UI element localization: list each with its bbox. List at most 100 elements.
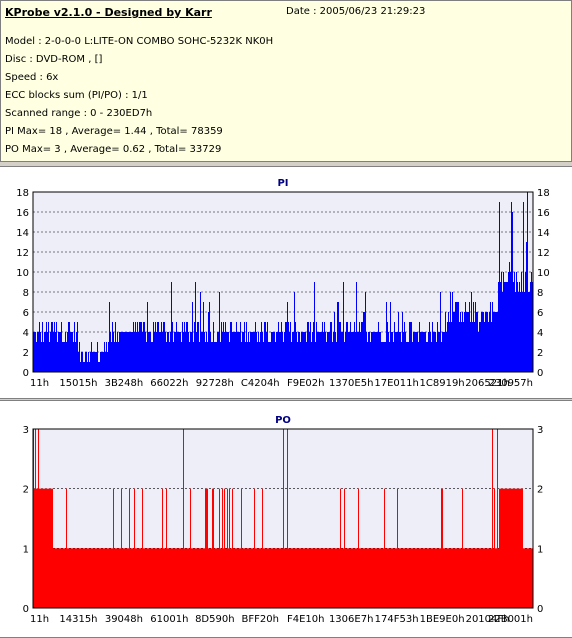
pi-bar (180, 332, 181, 372)
pi-bar (132, 332, 133, 372)
pi-bar (61, 322, 62, 372)
model-line: Model : 2-0-0-0 L:LITE-ON COMBO SOHC-523… (5, 36, 274, 47)
pi-bar (239, 332, 240, 372)
pi-bar (149, 332, 150, 372)
pi-xtick-label: 92728h (196, 378, 234, 389)
pi-bar (425, 332, 426, 372)
po-ytick-left: 0 (23, 604, 29, 615)
po-bar (35, 429, 36, 608)
pi-bar (492, 302, 493, 372)
po-xtick-label: 22B001h (488, 614, 533, 625)
po-bar (291, 548, 292, 608)
pi-xtick-label: F9E02h (287, 378, 325, 389)
pi-bar (168, 332, 169, 372)
po-bar (391, 548, 392, 608)
pi-bar (48, 322, 49, 372)
po-bar (34, 488, 35, 608)
pi-bar (215, 342, 216, 372)
pi-bar (178, 332, 179, 372)
po-bar (183, 429, 184, 608)
pi-bar (128, 332, 129, 372)
pi-bar (112, 322, 113, 372)
pi-bar (414, 332, 415, 372)
po-bar (40, 488, 41, 608)
po-bar (440, 548, 441, 608)
pi-bar (267, 322, 268, 372)
pi-xtick-label: 15015h (59, 378, 97, 389)
po-bar (432, 548, 433, 608)
pi-bar (144, 322, 145, 372)
pi-bar (157, 322, 158, 372)
po-bar (452, 548, 453, 608)
po-bar (403, 548, 404, 608)
pi-bar (438, 332, 439, 372)
pi-bar (436, 342, 437, 372)
pi-bar (283, 342, 284, 372)
pi-bar (482, 312, 483, 372)
pi-bar (381, 342, 382, 372)
pi-bar (197, 322, 198, 372)
pi-bar (105, 352, 106, 372)
po-bar (311, 548, 312, 608)
po-bar (164, 548, 165, 608)
po-bar (199, 548, 200, 608)
po-bar (446, 548, 447, 608)
pi-bar (379, 332, 380, 372)
po-bar (193, 548, 194, 608)
pi-bar (487, 312, 488, 372)
pi-bar (86, 352, 87, 372)
pi-ytick-left: 18 (16, 188, 29, 199)
po-bar (489, 548, 490, 608)
pi-bar (389, 342, 390, 372)
pi-bar (182, 322, 183, 372)
pi-bar (403, 332, 404, 372)
pi-bar (129, 332, 130, 372)
pi-bar (332, 342, 333, 372)
pi-bar (160, 332, 161, 372)
po-bar (315, 548, 316, 608)
pi-bar (152, 342, 153, 372)
pi-bar (437, 322, 438, 372)
pi-bar (226, 332, 227, 372)
po-bar (338, 548, 339, 608)
po-bar (115, 548, 116, 608)
pi-bar (205, 342, 206, 372)
pi-bar (395, 332, 396, 372)
pi-bar (328, 332, 329, 372)
po-bar (152, 548, 153, 608)
po-bar (198, 548, 199, 608)
pi-bar (111, 342, 112, 372)
po-bar (419, 548, 420, 608)
pi-bar (184, 322, 185, 372)
po-bar (345, 548, 346, 608)
po-bar (70, 548, 71, 608)
po-bar (169, 548, 170, 608)
pi-bar (107, 352, 108, 372)
po-bar (375, 548, 376, 608)
po-bar (449, 548, 450, 608)
po-bar (453, 548, 454, 608)
po-bar (142, 488, 143, 608)
po-ytick-left: 3 (23, 425, 29, 436)
po-bar (317, 548, 318, 608)
po-bar (121, 488, 122, 608)
po-summary-line: PO Max= 3 , Average= 0.62 , Total= 33729 (5, 144, 222, 155)
pi-bar (511, 202, 512, 372)
pi-bar (97, 342, 98, 372)
pi-bar (496, 312, 497, 372)
po-bar (426, 548, 427, 608)
pi-bar (471, 292, 472, 372)
po-bar (191, 548, 192, 608)
pi-bar (227, 332, 228, 372)
pi-bar (303, 332, 304, 372)
po-bar (434, 548, 435, 608)
pi-bar (473, 302, 474, 372)
pi-bar (139, 322, 140, 372)
po-bar (355, 548, 356, 608)
pi-bar (161, 322, 162, 372)
pi-bar (247, 342, 248, 372)
po-bar (188, 548, 189, 608)
po-xtick-label: BFF20h (242, 614, 279, 625)
pi-bar (421, 332, 422, 372)
pi-bar (294, 292, 295, 372)
